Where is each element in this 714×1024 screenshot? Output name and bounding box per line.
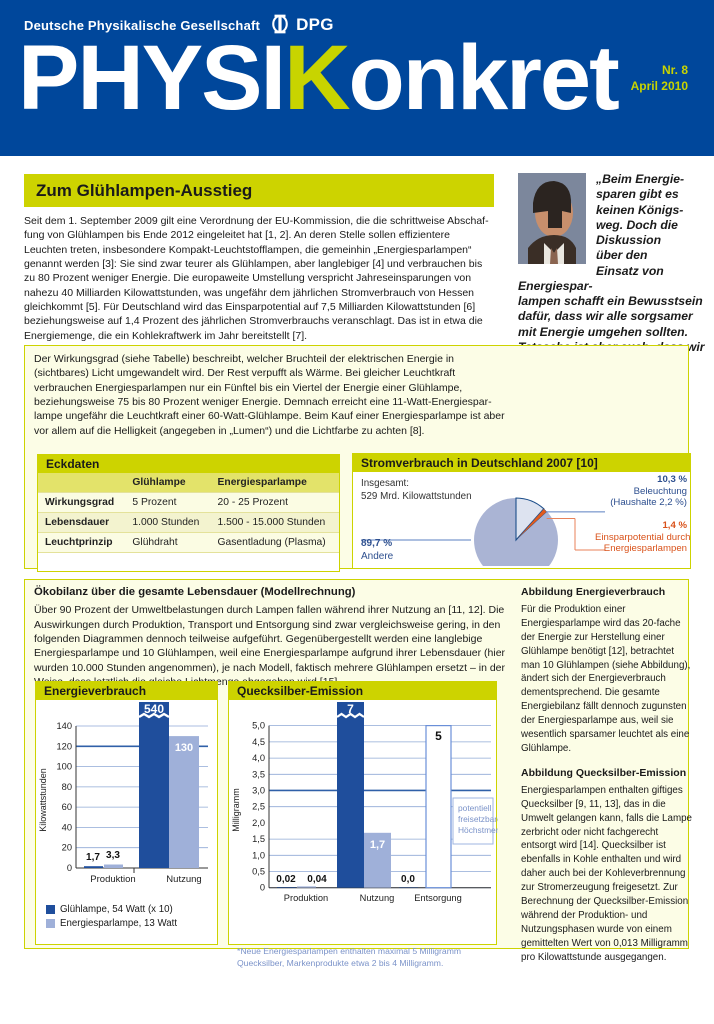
svg-text:40: 40 <box>62 822 72 832</box>
svg-text:1,0: 1,0 <box>252 850 265 860</box>
svg-text:80: 80 <box>62 782 72 792</box>
svg-text:potentiell: potentiell <box>458 803 492 813</box>
svg-text:4,0: 4,0 <box>252 753 265 763</box>
svg-text:130: 130 <box>175 742 193 754</box>
svg-text:0: 0 <box>67 863 72 873</box>
svg-text:5: 5 <box>435 729 442 743</box>
svg-text:60: 60 <box>62 802 72 812</box>
svg-text:1,7: 1,7 <box>86 852 100 863</box>
svg-text:3,3: 3,3 <box>106 850 120 861</box>
svg-text:540: 540 <box>144 702 164 716</box>
svg-text:1,7: 1,7 <box>370 839 385 851</box>
svg-text:3,5: 3,5 <box>252 769 265 779</box>
svg-text:0: 0 <box>260 883 265 893</box>
svg-text:0,0: 0,0 <box>401 874 415 885</box>
svg-text:Höchstmenge*: Höchstmenge* <box>458 825 498 835</box>
svg-text:Nutzung: Nutzung <box>166 874 201 885</box>
svg-text:Entsorgung: Entsorgung <box>414 893 462 903</box>
svg-text:3,0: 3,0 <box>252 786 265 796</box>
svg-text:7: 7 <box>347 702 354 716</box>
svg-text:Produktion: Produktion <box>284 893 328 903</box>
svg-text:2,0: 2,0 <box>252 818 265 828</box>
svg-text:140: 140 <box>56 721 72 731</box>
svg-text:Milligramm: Milligramm <box>231 788 241 832</box>
svg-text:0,04: 0,04 <box>307 874 327 885</box>
svg-text:1,5: 1,5 <box>252 834 265 844</box>
svg-text:freisetzbare: freisetzbare <box>458 814 498 824</box>
svg-text:Nutzung: Nutzung <box>360 893 395 903</box>
svg-text:Kilowattstunden: Kilowattstunden <box>38 768 48 832</box>
svg-text:100: 100 <box>56 762 72 772</box>
svg-text:0,5: 0,5 <box>252 867 265 877</box>
svg-text:Produktion: Produktion <box>90 874 135 885</box>
svg-text:0,02: 0,02 <box>276 874 296 885</box>
svg-text:4,5: 4,5 <box>252 737 265 747</box>
svg-text:20: 20 <box>62 843 72 853</box>
svg-text:5,0: 5,0 <box>252 721 265 731</box>
svg-text:120: 120 <box>56 741 72 751</box>
svg-text:2,5: 2,5 <box>252 802 265 812</box>
